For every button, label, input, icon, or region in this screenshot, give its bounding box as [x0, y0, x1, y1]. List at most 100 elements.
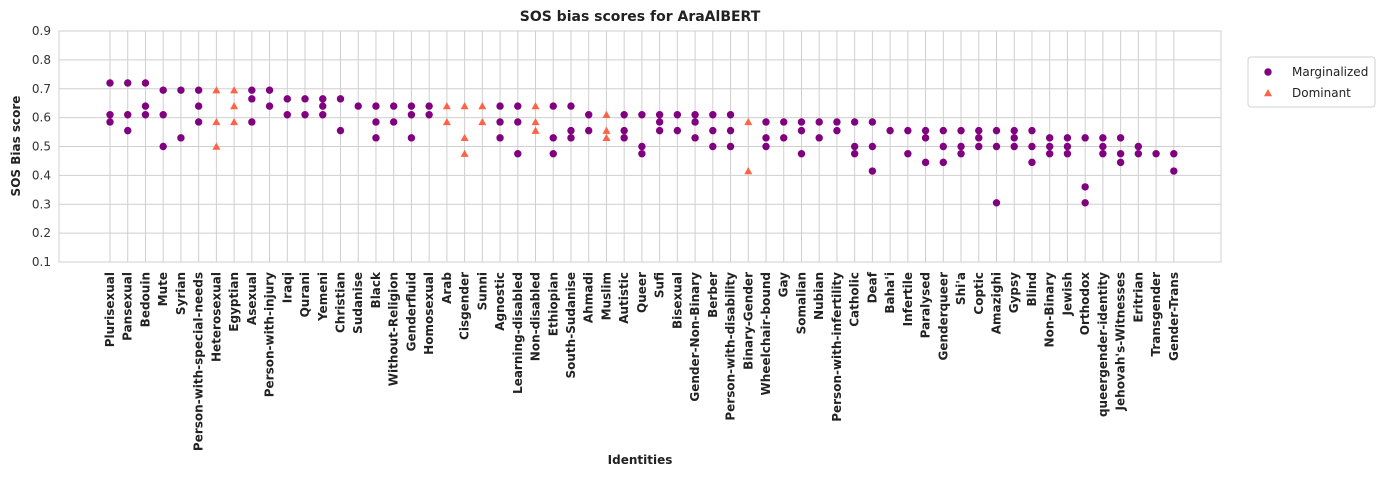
point-marginalized	[496, 118, 504, 126]
point-marginalized	[124, 79, 132, 87]
point-marginalized	[496, 134, 504, 142]
point-marginalized	[124, 111, 132, 119]
point-dominant	[460, 133, 469, 142]
x-axis: Plurisexual Pansexual Bedouin Mute Syrian Per…	[103, 271, 1181, 451]
point-marginalized	[638, 142, 646, 151]
point-marginalized	[549, 102, 557, 110]
point-marginalized	[691, 118, 699, 126]
point-marginalized	[957, 142, 965, 151]
point-marginalized	[336, 126, 345, 135]
x-tick-label: Christian	[333, 272, 347, 333]
x-tick-label: Catholic	[848, 272, 862, 327]
x-tick-label: Sufi	[653, 272, 667, 298]
point-dominant	[602, 126, 611, 134]
legend-label: Dominant	[1292, 86, 1351, 100]
point-marginalized	[921, 158, 930, 167]
point-marginalized	[389, 118, 398, 126]
point-marginalized	[1116, 134, 1125, 142]
x-tick-label: Heterosexual	[209, 272, 223, 362]
point-dominant	[531, 102, 540, 110]
point-marginalized	[868, 167, 877, 175]
point-marginalized	[762, 142, 770, 151]
point-marginalized	[797, 118, 806, 126]
x-tick-label: Agnostic	[493, 272, 507, 331]
point-marginalized	[921, 126, 930, 135]
x-tick-label: Bedouin	[138, 272, 152, 327]
point-marginalized	[1116, 158, 1125, 167]
x-tick-label: Arab	[440, 272, 454, 304]
point-marginalized	[514, 118, 522, 126]
x-tick-label: Cisgender	[458, 272, 472, 340]
point-marginalized	[567, 102, 575, 110]
point-marginalized	[194, 86, 203, 94]
x-tick-label: Non-Binary	[1043, 272, 1057, 348]
point-marginalized	[655, 118, 664, 126]
point-dominant	[744, 167, 753, 175]
data-points	[106, 79, 1178, 207]
point-marginalized	[1063, 150, 1072, 158]
point-marginalized	[833, 118, 841, 126]
point-marginalized	[265, 86, 274, 94]
point-marginalized	[1081, 134, 1089, 142]
y-tick-label: 0.8	[32, 53, 51, 67]
point-dominant	[230, 86, 239, 94]
x-tick-label: Iraqi	[280, 272, 294, 303]
x-tick-label: Mute	[156, 272, 170, 306]
point-marginalized	[904, 126, 912, 135]
point-marginalized	[407, 134, 416, 142]
point-marginalized	[141, 102, 150, 110]
point-marginalized	[1028, 126, 1036, 135]
x-tick-label: Bisexual	[670, 272, 684, 329]
x-tick-label: Person-with-special-needs	[192, 272, 206, 451]
point-dominant	[460, 102, 469, 110]
point-marginalized	[248, 118, 256, 126]
point-marginalized	[638, 150, 646, 158]
point-dominant	[442, 117, 451, 126]
x-tick-label: Paralysed	[919, 272, 933, 338]
x-tick-label: Baha'i	[883, 272, 897, 314]
x-tick-label: South-Sudanise	[564, 272, 578, 379]
point-marginalized	[106, 79, 114, 87]
point-dominant	[212, 142, 221, 150]
point-marginalized	[691, 111, 699, 119]
point-marginalized	[992, 126, 1001, 135]
point-marginalized	[1170, 150, 1178, 158]
x-tick-label: Gender-Trans	[1167, 272, 1181, 361]
x-tick-label: Genderqueer	[936, 272, 950, 361]
plot-frame	[58, 30, 1222, 263]
point-marginalized	[655, 126, 664, 135]
point-marginalized	[248, 95, 256, 103]
x-tick-label: Black	[369, 271, 383, 308]
point-marginalized	[726, 142, 735, 151]
point-marginalized	[141, 111, 150, 119]
point-marginalized	[1116, 150, 1125, 158]
point-dominant	[230, 117, 239, 126]
point-marginalized	[319, 111, 327, 119]
point-marginalized	[1028, 158, 1036, 167]
point-marginalized	[585, 126, 593, 135]
point-marginalized	[194, 118, 203, 126]
point-marginalized	[159, 86, 167, 94]
point-marginalized	[691, 134, 699, 142]
point-marginalized	[159, 111, 167, 119]
point-marginalized	[106, 118, 114, 126]
point-marginalized	[762, 134, 770, 142]
point-marginalized	[797, 126, 806, 135]
legend-label: Marginalized	[1292, 65, 1368, 79]
point-marginalized	[975, 134, 983, 142]
point-marginalized	[389, 102, 398, 110]
point-marginalized	[248, 86, 256, 94]
point-marginalized	[407, 102, 416, 110]
y-tick-label: 0.1	[32, 255, 51, 269]
point-marginalized	[1099, 150, 1107, 158]
point-marginalized	[1063, 142, 1072, 151]
x-tick-label: Blind	[1025, 272, 1039, 307]
x-tick-label: Qurani	[298, 272, 312, 317]
point-marginalized	[620, 111, 628, 119]
point-marginalized	[106, 111, 114, 119]
point-marginalized	[425, 102, 433, 110]
point-marginalized	[957, 150, 965, 158]
x-tick-label: Gay	[777, 272, 791, 298]
y-tick-label: 0.5	[32, 140, 51, 154]
